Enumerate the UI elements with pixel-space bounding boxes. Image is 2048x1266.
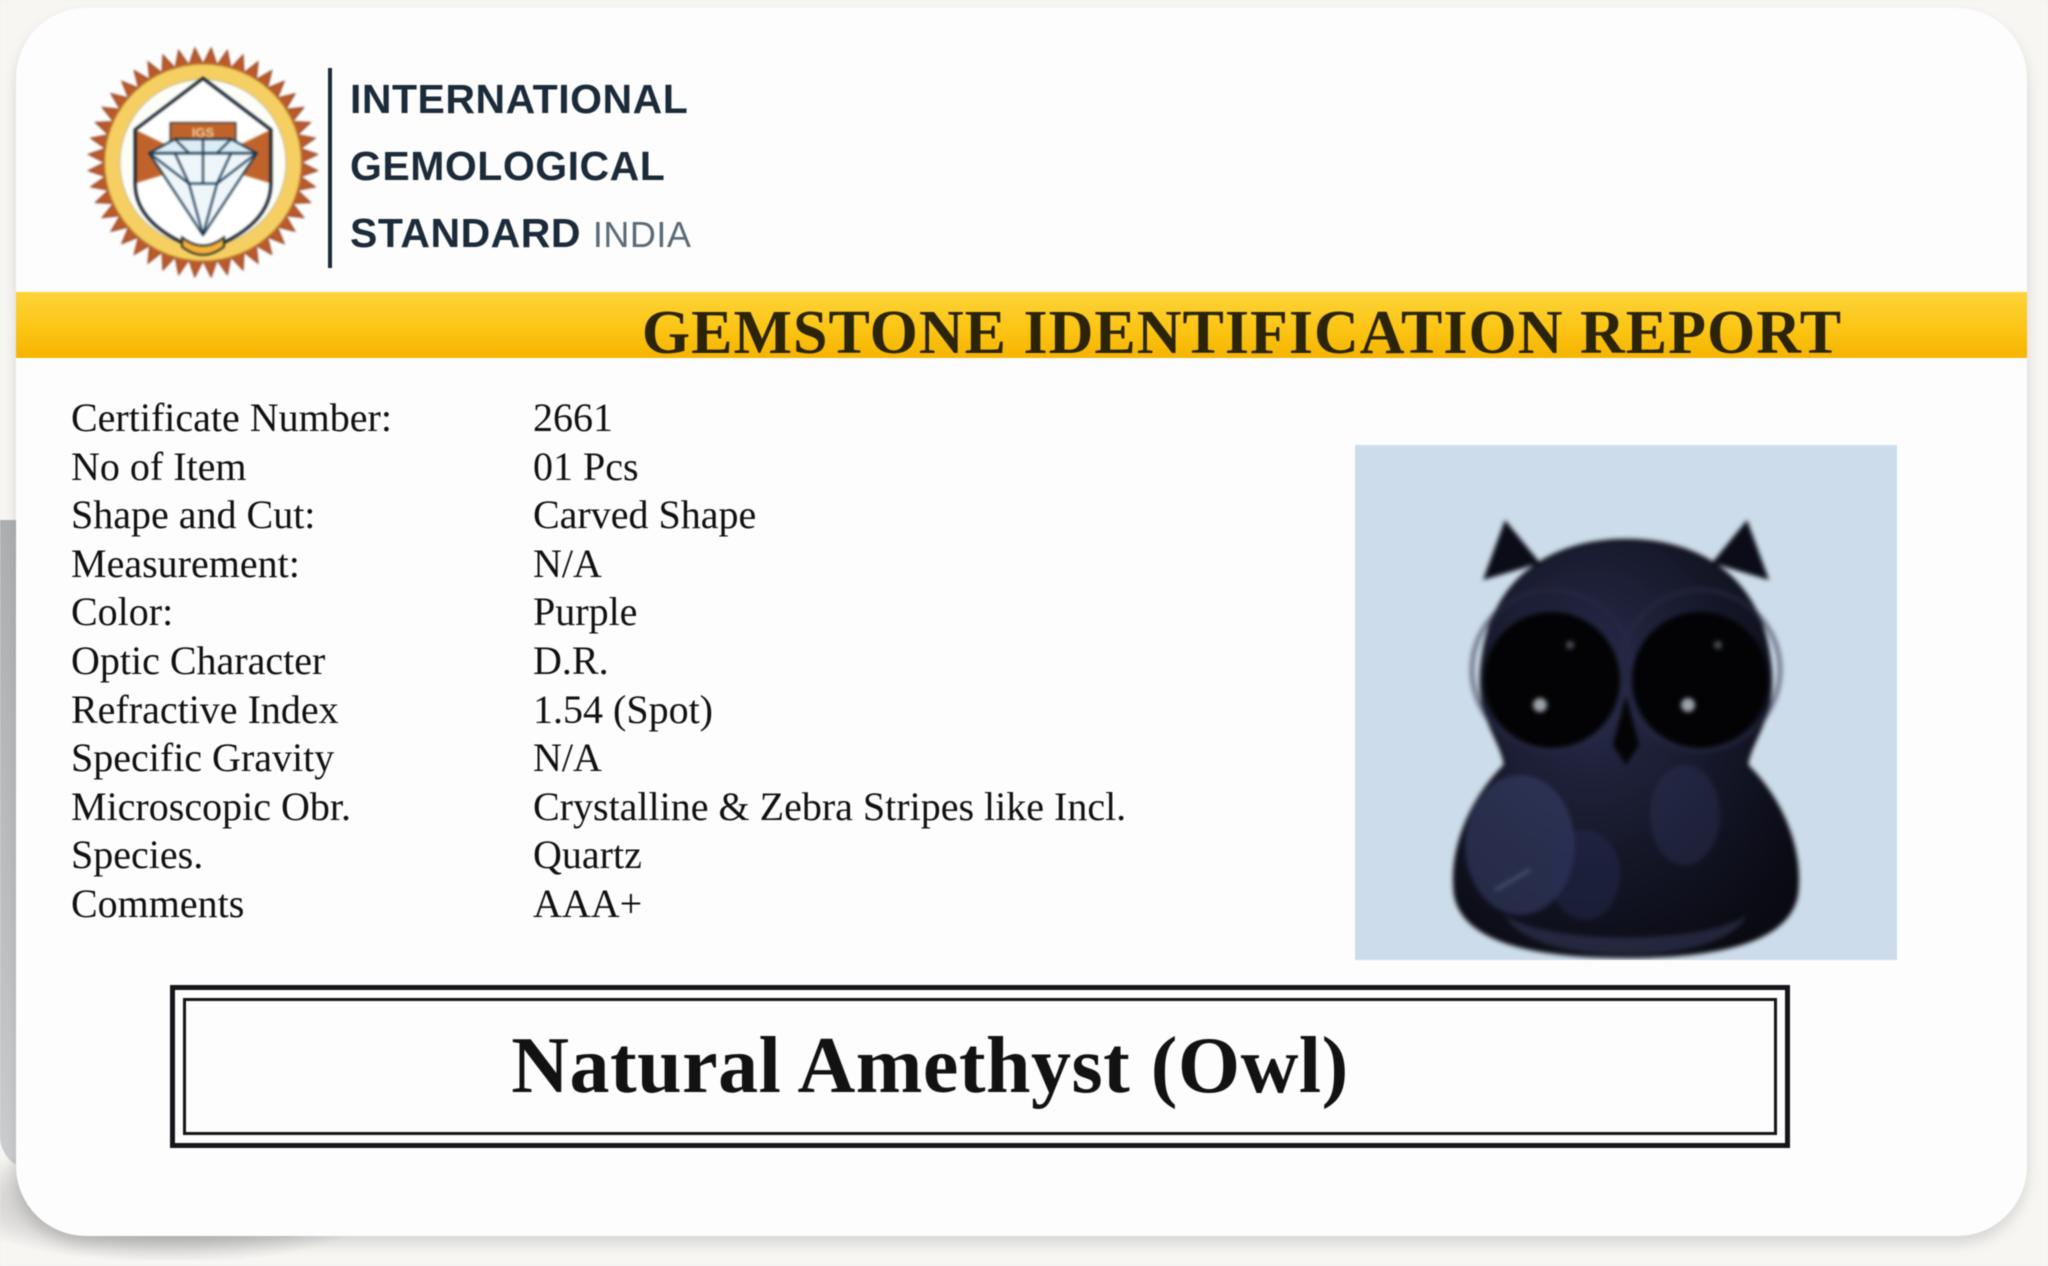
svg-text:IGS: IGS bbox=[192, 125, 215, 140]
